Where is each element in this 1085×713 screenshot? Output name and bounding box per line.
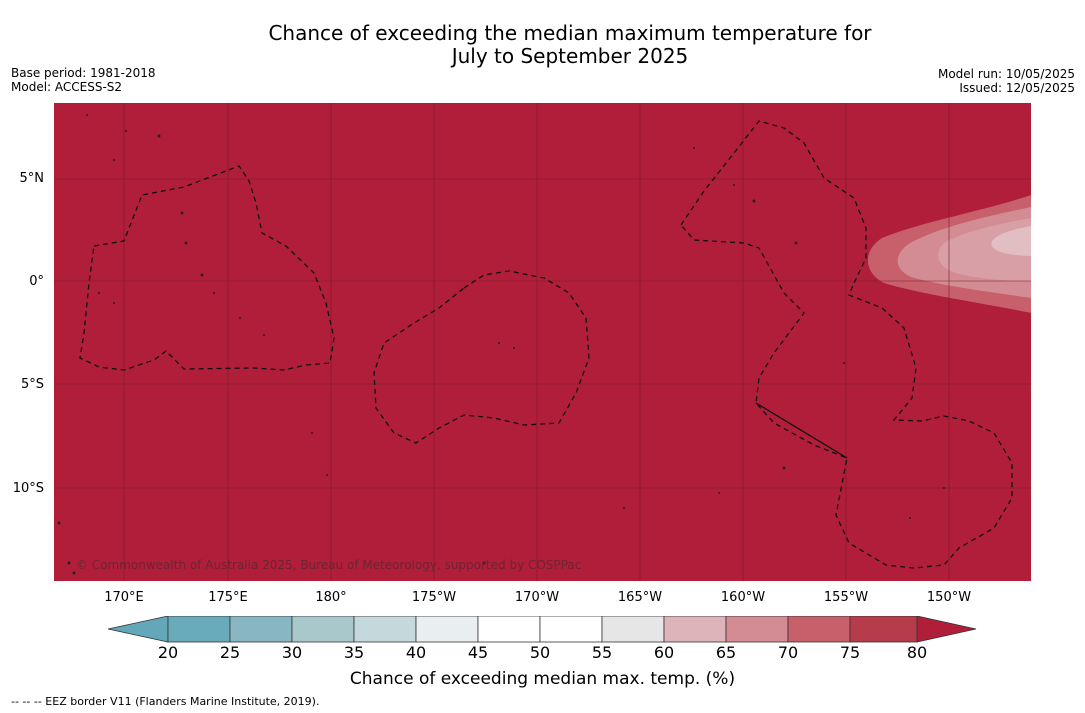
colorbar-tick: 45 bbox=[467, 643, 489, 662]
meta-right: Model run: 10/05/2025 Issued: 12/05/2025 bbox=[938, 67, 1075, 95]
title-line-1: Chance of exceeding the median maximum t… bbox=[268, 21, 872, 45]
colorbar-title: Chance of exceeding median max. temp. (%… bbox=[349, 669, 736, 689]
colorbar-bin-70-75 bbox=[787, 615, 851, 643]
colorbar bbox=[107, 615, 978, 648]
map-title: Chance of exceeding the median maximum t… bbox=[0, 22, 1085, 68]
map-svg bbox=[54, 103, 1031, 581]
lon-label-170e: 170°E bbox=[104, 590, 144, 605]
eez-line-islands bbox=[680, 120, 1013, 569]
model-label: Model: ACCESS-S2 bbox=[11, 80, 123, 94]
colorbar-tick: 75 bbox=[839, 643, 861, 662]
colorbar-bin-60-65 bbox=[663, 615, 727, 643]
lon-label-150w: 150°W bbox=[926, 590, 972, 605]
anomaly-band-60 bbox=[991, 226, 1031, 256]
colorbar-tick: 40 bbox=[405, 643, 427, 662]
lon-label-170w: 170°W bbox=[514, 590, 560, 605]
lon-label-155w: 155°W bbox=[823, 590, 869, 605]
map-panel: © Commonwealth of Australia 2025, Bureau… bbox=[54, 103, 1031, 581]
colorbar-low-arrow bbox=[107, 615, 169, 643]
colorbar-tick: 60 bbox=[653, 643, 675, 662]
colorbar-bin-50-55 bbox=[539, 615, 603, 643]
copyright-notice: © Commonwealth of Australia 2025, Bureau… bbox=[76, 558, 582, 572]
lat-label-0: 0° bbox=[29, 274, 44, 289]
eez-solid-segment bbox=[755, 402, 848, 459]
lon-label-175e: 175°E bbox=[208, 590, 248, 605]
colorbar-bin-65-70 bbox=[725, 615, 789, 643]
colorbar-tick: 20 bbox=[157, 643, 179, 662]
colorbar-bin-35-40 bbox=[353, 615, 417, 643]
colorbar-tick: 80 bbox=[906, 643, 928, 662]
title-line-2: July to September 2025 bbox=[451, 44, 689, 68]
lon-label-160w: 160°W bbox=[720, 590, 766, 605]
colorbar-high-arrow bbox=[916, 615, 977, 643]
eez-kiribati-gilbert bbox=[79, 165, 335, 371]
colorbar-bin-75-80 bbox=[849, 615, 918, 643]
colorbar-bin-45-50 bbox=[477, 615, 541, 643]
colorbar-svg bbox=[107, 615, 977, 643]
colorbar-bin-25-30 bbox=[229, 615, 293, 643]
map-background bbox=[54, 103, 1031, 581]
issued-label: Issued: 12/05/2025 bbox=[959, 81, 1075, 95]
colorbar-tick: 70 bbox=[777, 643, 799, 662]
colorbar-tick: 25 bbox=[219, 643, 241, 662]
meta-left: Base period: 1981-2018 Model: ACCESS-S2 bbox=[11, 66, 156, 94]
eez-phoenix bbox=[373, 270, 590, 444]
lat-label-5n: 5°N bbox=[19, 171, 45, 186]
island-dots bbox=[57, 114, 945, 575]
colorbar-bin-40-45 bbox=[415, 615, 479, 643]
colorbar-tick: 35 bbox=[343, 643, 365, 662]
colorbar-bin-55-60 bbox=[601, 615, 665, 643]
lat-label-10s: 10°S bbox=[12, 481, 44, 496]
base-period-label: Base period: 1981-2018 bbox=[11, 66, 156, 80]
colorbar-tick: 55 bbox=[591, 643, 613, 662]
grid-lines bbox=[54, 103, 1031, 581]
colorbar-tick: 50 bbox=[529, 643, 551, 662]
lon-label-165w: 165°W bbox=[617, 590, 663, 605]
eez-borders bbox=[79, 120, 1013, 569]
lat-label-5s: 5°S bbox=[20, 377, 44, 392]
lon-label-180: 180° bbox=[315, 590, 347, 605]
eez-footnote: -- -- -- EEZ border V11 (Flanders Marine… bbox=[11, 695, 320, 708]
colorbar-bin-30-35 bbox=[291, 615, 355, 643]
colorbar-tick: 30 bbox=[281, 643, 303, 662]
colorbar-tick: 65 bbox=[715, 643, 737, 662]
model-run-label: Model run: 10/05/2025 bbox=[937, 67, 1075, 81]
colorbar-bin-20-25 bbox=[167, 615, 231, 643]
lon-label-175w: 175°W bbox=[411, 590, 457, 605]
